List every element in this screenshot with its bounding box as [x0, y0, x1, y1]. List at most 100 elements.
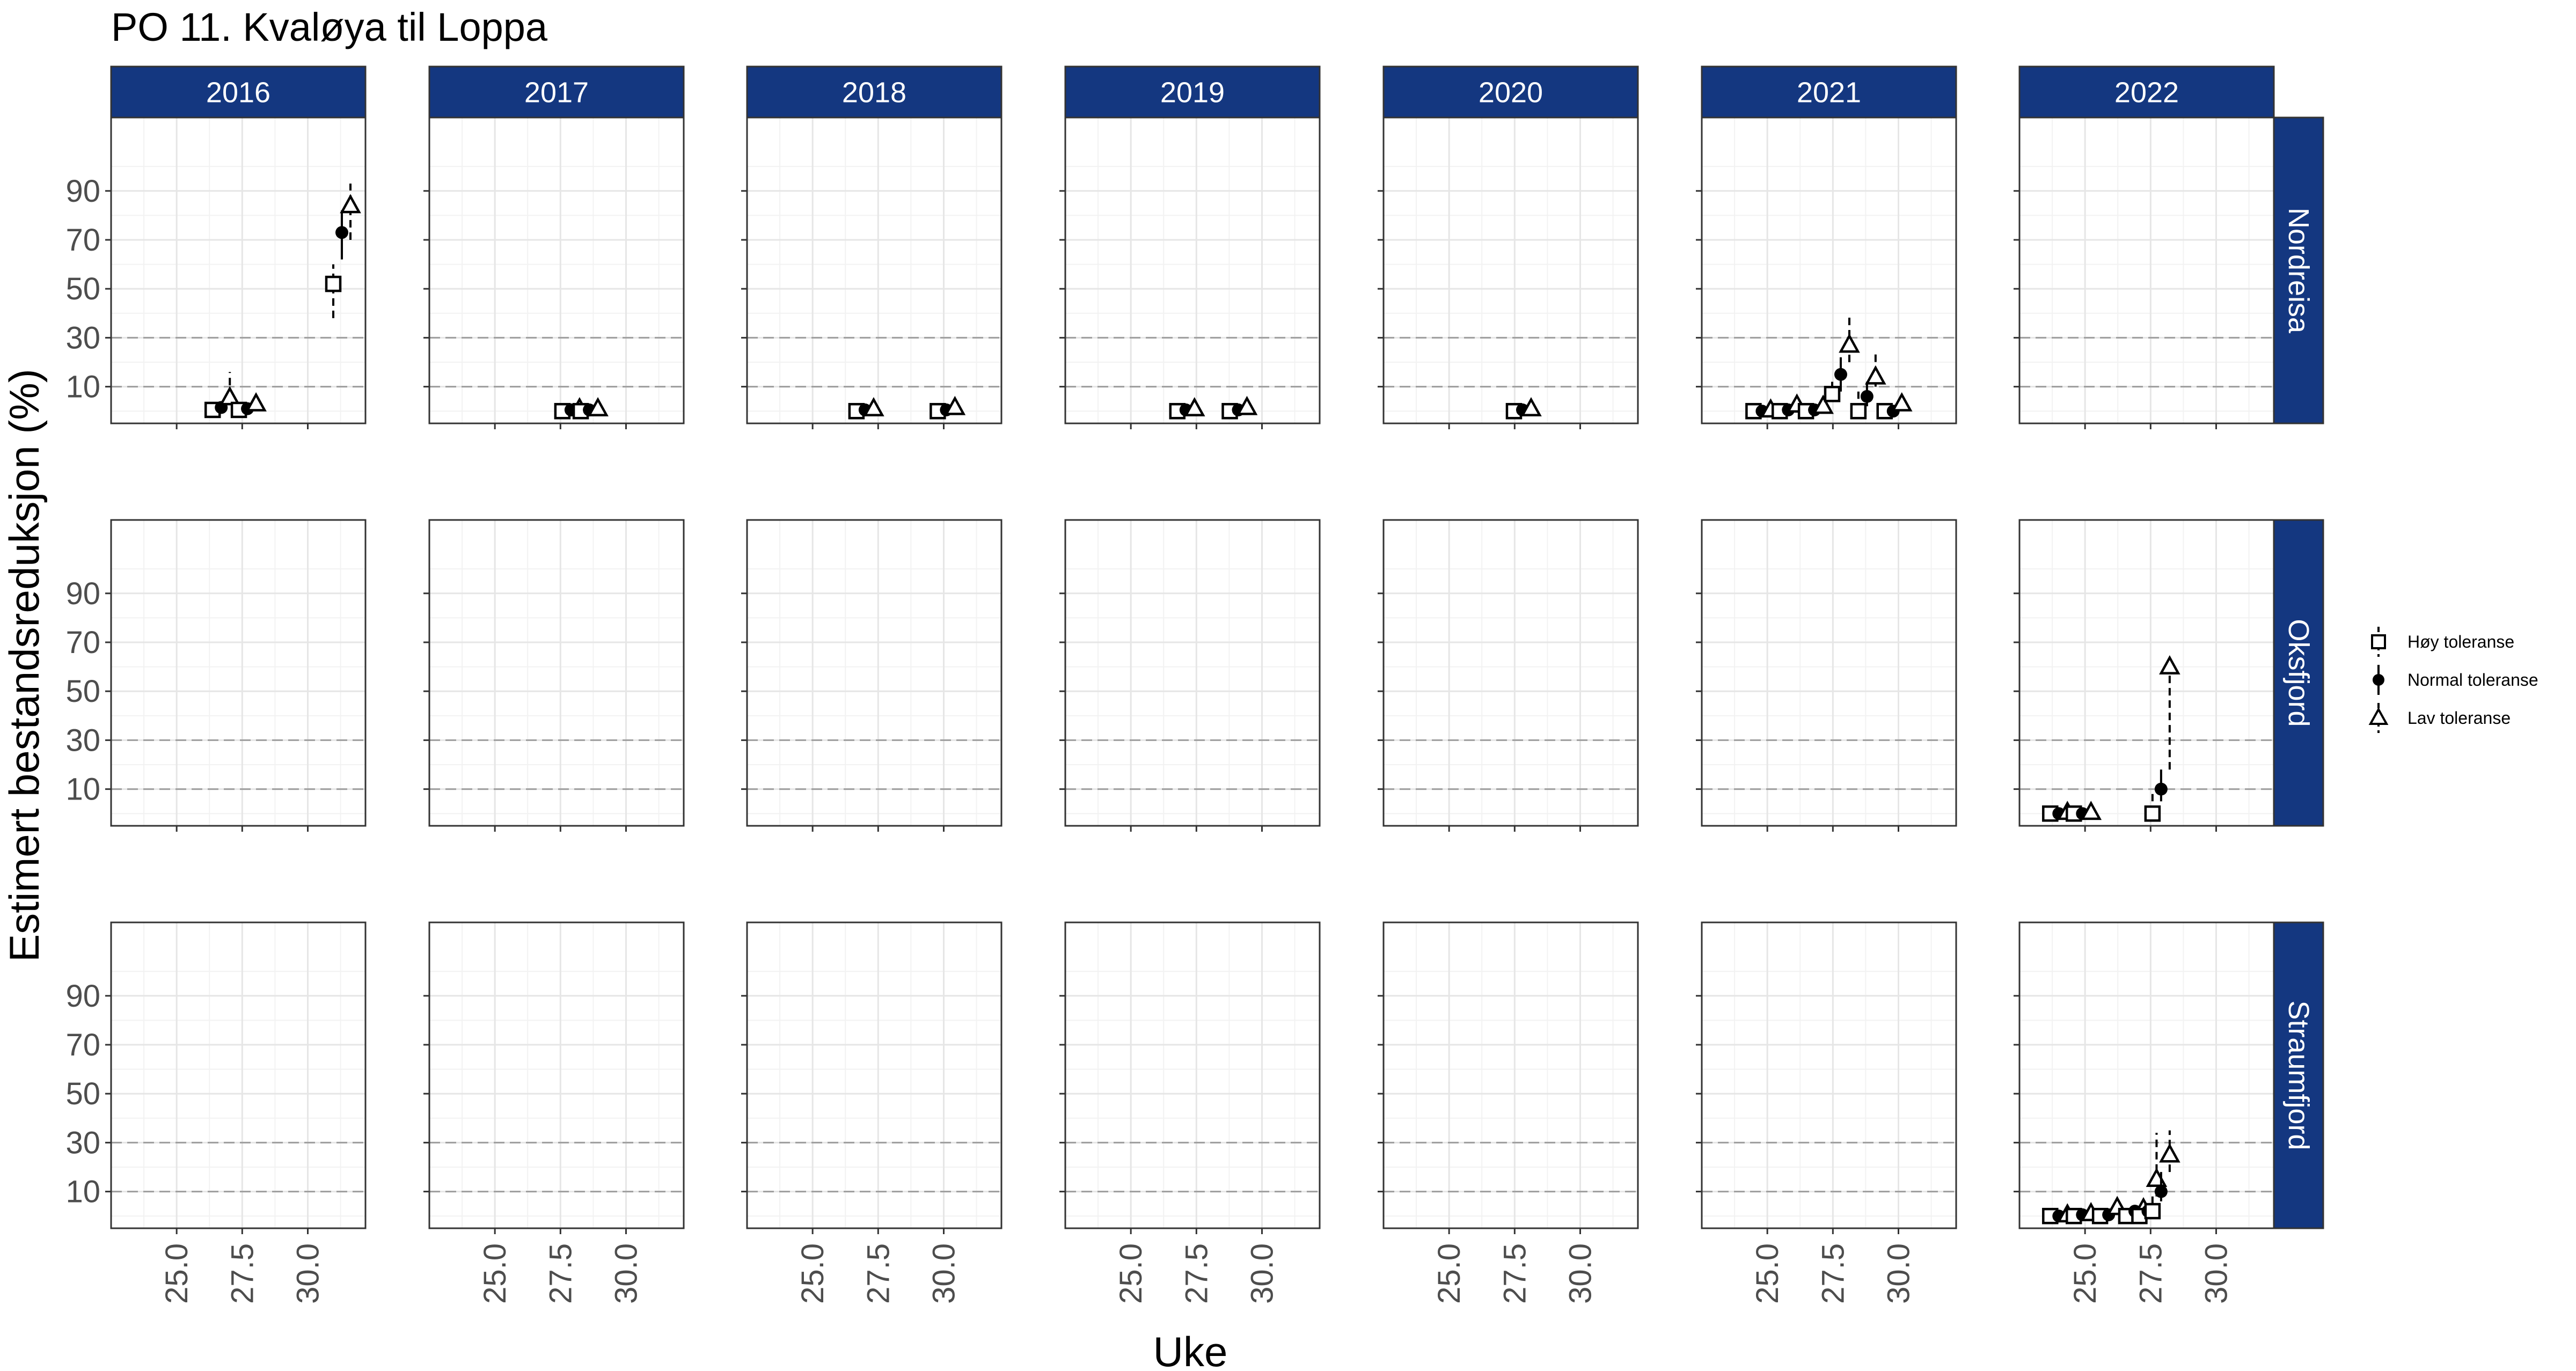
panel-oksfjord-2018 [741, 519, 1002, 832]
panel-border [110, 519, 367, 827]
low-tolerance-marker [944, 395, 966, 415]
data-point-group [2066, 801, 2102, 822]
panel-background [1065, 118, 1320, 423]
low-tolerance-marker [1812, 394, 1834, 414]
panel-background [747, 922, 1001, 1228]
panel-straumfjord-2022: 25.0 27.5 30.0 [2014, 921, 2275, 1304]
panel-straumfjord-2019: 25.0 27.5 30.0 [1059, 921, 1321, 1304]
x-tick-label: 27.5 [1497, 1243, 1532, 1304]
x-tick-label: 27.5 [1179, 1243, 1214, 1304]
low-tolerance-marker [1520, 397, 1542, 416]
data-point-group [1169, 397, 1205, 420]
panel-background [1702, 520, 1956, 826]
panel-border [428, 519, 685, 827]
low-tolerance-marker [1839, 333, 1860, 353]
data-point-group [2091, 1196, 2128, 1225]
column-strip-2022: 2022 [2018, 65, 2275, 119]
panel-background [429, 922, 684, 1228]
high-tolerance-marker [325, 275, 342, 292]
y-tick-label: 90 [65, 174, 100, 209]
legend-triangle-marker [2368, 707, 2389, 725]
low-tolerance-marker [219, 386, 241, 406]
panel-background [1384, 520, 1638, 826]
x-axis-title: Uke [1153, 1328, 1228, 1368]
row-strip-label: Straumfjord [2282, 1000, 2315, 1150]
data-point-group [1850, 352, 1886, 420]
legend: Høy toleranse Normal toleranse Lav toleran… [2368, 627, 2538, 733]
data-point-group [2144, 655, 2180, 822]
normal-tolerance-marker [2154, 1185, 2168, 1198]
panel-border [746, 921, 1002, 1229]
panel-border [746, 116, 1002, 424]
panel-border [1064, 921, 1321, 1229]
panel-border [110, 921, 367, 1229]
low-tolerance-marker [245, 392, 267, 412]
high-tolerance-marker [1850, 402, 1867, 420]
x-tick-label: 30.0 [1245, 1243, 1279, 1304]
panel-straumfjord-2020: 25.0 27.5 30.0 [1378, 921, 1639, 1304]
panel-background [1065, 520, 1320, 826]
y-tick-label: 30 [65, 723, 100, 758]
x-tick-label: 30.0 [290, 1243, 325, 1304]
y-tick-label: 90 [65, 979, 100, 1014]
data-point-group [1824, 316, 1860, 402]
high-tolerance-marker [2144, 805, 2161, 822]
panel-border [2018, 921, 2275, 1229]
panel-border [1701, 921, 1957, 1229]
panel-border [1701, 116, 1957, 424]
panel-border [746, 519, 1002, 827]
column-strip-label: 2020 [1479, 77, 1543, 109]
panel-oksfjord-2022 [2014, 519, 2275, 832]
x-tick-label: 25.0 [159, 1243, 194, 1304]
panel-oksfjord-2021 [1696, 519, 1957, 832]
data-point-group [1797, 394, 1834, 420]
x-tick-label: 25.0 [2068, 1243, 2103, 1304]
panel-straumfjord-2018: 25.0 27.5 30.0 [741, 921, 1002, 1304]
row-strip-nordreisa: Nordreisa [2273, 116, 2324, 424]
panel-background [429, 118, 684, 423]
column-strip-bg [1701, 65, 1957, 119]
low-tolerance-marker [1865, 365, 1886, 385]
high-tolerance-marker [1824, 386, 1841, 402]
column-strip-2019: 2019 [1064, 65, 1321, 119]
chart-title: PO 11. Kvaløya til Loppa [111, 5, 548, 49]
legend-label: Lav toleranse [2407, 708, 2511, 728]
y-tick-label: 30 [65, 1125, 100, 1160]
column-strip-2017: 2017 [428, 65, 685, 119]
panel-oksfjord-2020 [1378, 519, 1639, 832]
legend-item-circle: Normal toleranse [2373, 665, 2538, 695]
panel-oksfjord-2016: 10 30 50 70 90 [65, 519, 367, 832]
column-strip-label: 2017 [524, 77, 589, 109]
row-strip-label: Oksfjord [2282, 619, 2315, 727]
panel-nordreisa-2021 [1696, 116, 1957, 429]
x-tick-label: 25.0 [1114, 1243, 1148, 1304]
y-tick-label: 10 [65, 772, 100, 807]
x-tick-label: 25.0 [1432, 1243, 1467, 1304]
y-tick-label: 90 [65, 576, 100, 611]
column-strip-bg [110, 65, 367, 119]
y-tick-label: 50 [65, 272, 100, 306]
panel-border [1382, 921, 1639, 1229]
panel-background [111, 520, 365, 826]
low-tolerance-marker [1183, 397, 1205, 416]
legend-label: Normal toleranse [2407, 670, 2538, 690]
y-tick-label: 10 [65, 1175, 100, 1209]
x-tick-label: 25.0 [795, 1243, 830, 1304]
data-point-group [930, 395, 966, 420]
legend-circle-marker [2373, 674, 2384, 686]
x-tick-label: 30.0 [1563, 1243, 1598, 1304]
x-tick-label: 30.0 [1881, 1243, 1916, 1304]
normal-tolerance-marker [335, 226, 349, 239]
y-axis-title: Estimert bestandsreduksjon (%) [1, 369, 48, 962]
panel-background [1065, 922, 1320, 1228]
panel-background [1702, 118, 1956, 423]
data-point-group [204, 372, 241, 419]
panel-border [110, 116, 367, 424]
low-tolerance-marker [587, 397, 609, 416]
data-point-group [1505, 397, 1542, 420]
data-point-group [325, 184, 361, 318]
x-tick-label: 27.5 [861, 1243, 896, 1304]
panel-background [2019, 922, 2274, 1228]
